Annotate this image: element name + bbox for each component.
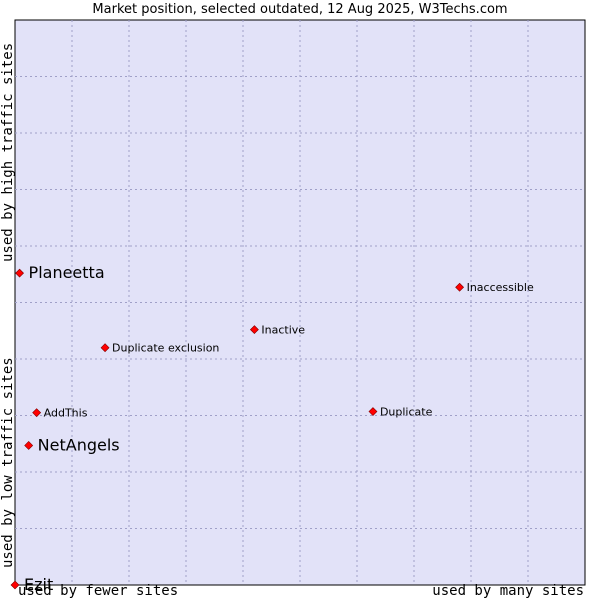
point-label: Ezit xyxy=(24,575,53,594)
data-point: Inaccessible xyxy=(455,281,534,294)
x-axis-low-label: used by fewer sites xyxy=(18,583,179,599)
data-point: Planeetta xyxy=(15,263,105,282)
data-point: Duplicate exclusion xyxy=(100,342,219,355)
point-marker xyxy=(100,343,110,353)
data-point: Inactive xyxy=(249,324,305,337)
point-marker xyxy=(368,407,378,416)
point-label: AddThis xyxy=(44,407,88,420)
grid-lines xyxy=(15,20,585,585)
point-marker xyxy=(455,282,465,292)
y-axis-high-label: used by high traffic sites xyxy=(0,42,16,262)
point-label: Duplicate xyxy=(380,406,433,419)
point-marker xyxy=(24,441,34,450)
point-label: Planeetta xyxy=(29,263,105,282)
point-marker xyxy=(249,325,259,335)
point-label: Inactive xyxy=(261,324,305,337)
y-axis-low-label: used by low traffic sites xyxy=(0,357,16,568)
point-label: Inaccessible xyxy=(467,281,534,294)
point-marker xyxy=(10,580,20,590)
x-axis-high-label: used by many sites xyxy=(432,583,584,599)
chart-title: Market position, selected outdated, 12 A… xyxy=(92,2,508,17)
data-points: Planeetta Inaccessible Inactive Duplicate e… xyxy=(10,263,534,594)
point-label: NetAngels xyxy=(38,435,120,454)
point-marker xyxy=(15,268,24,278)
point-marker xyxy=(32,408,42,418)
data-point: Ezit xyxy=(10,575,53,594)
data-point: Duplicate xyxy=(368,406,433,419)
data-point: AddThis xyxy=(32,407,88,420)
data-point: NetAngels xyxy=(24,435,120,454)
point-label: Duplicate exclusion xyxy=(112,342,219,355)
